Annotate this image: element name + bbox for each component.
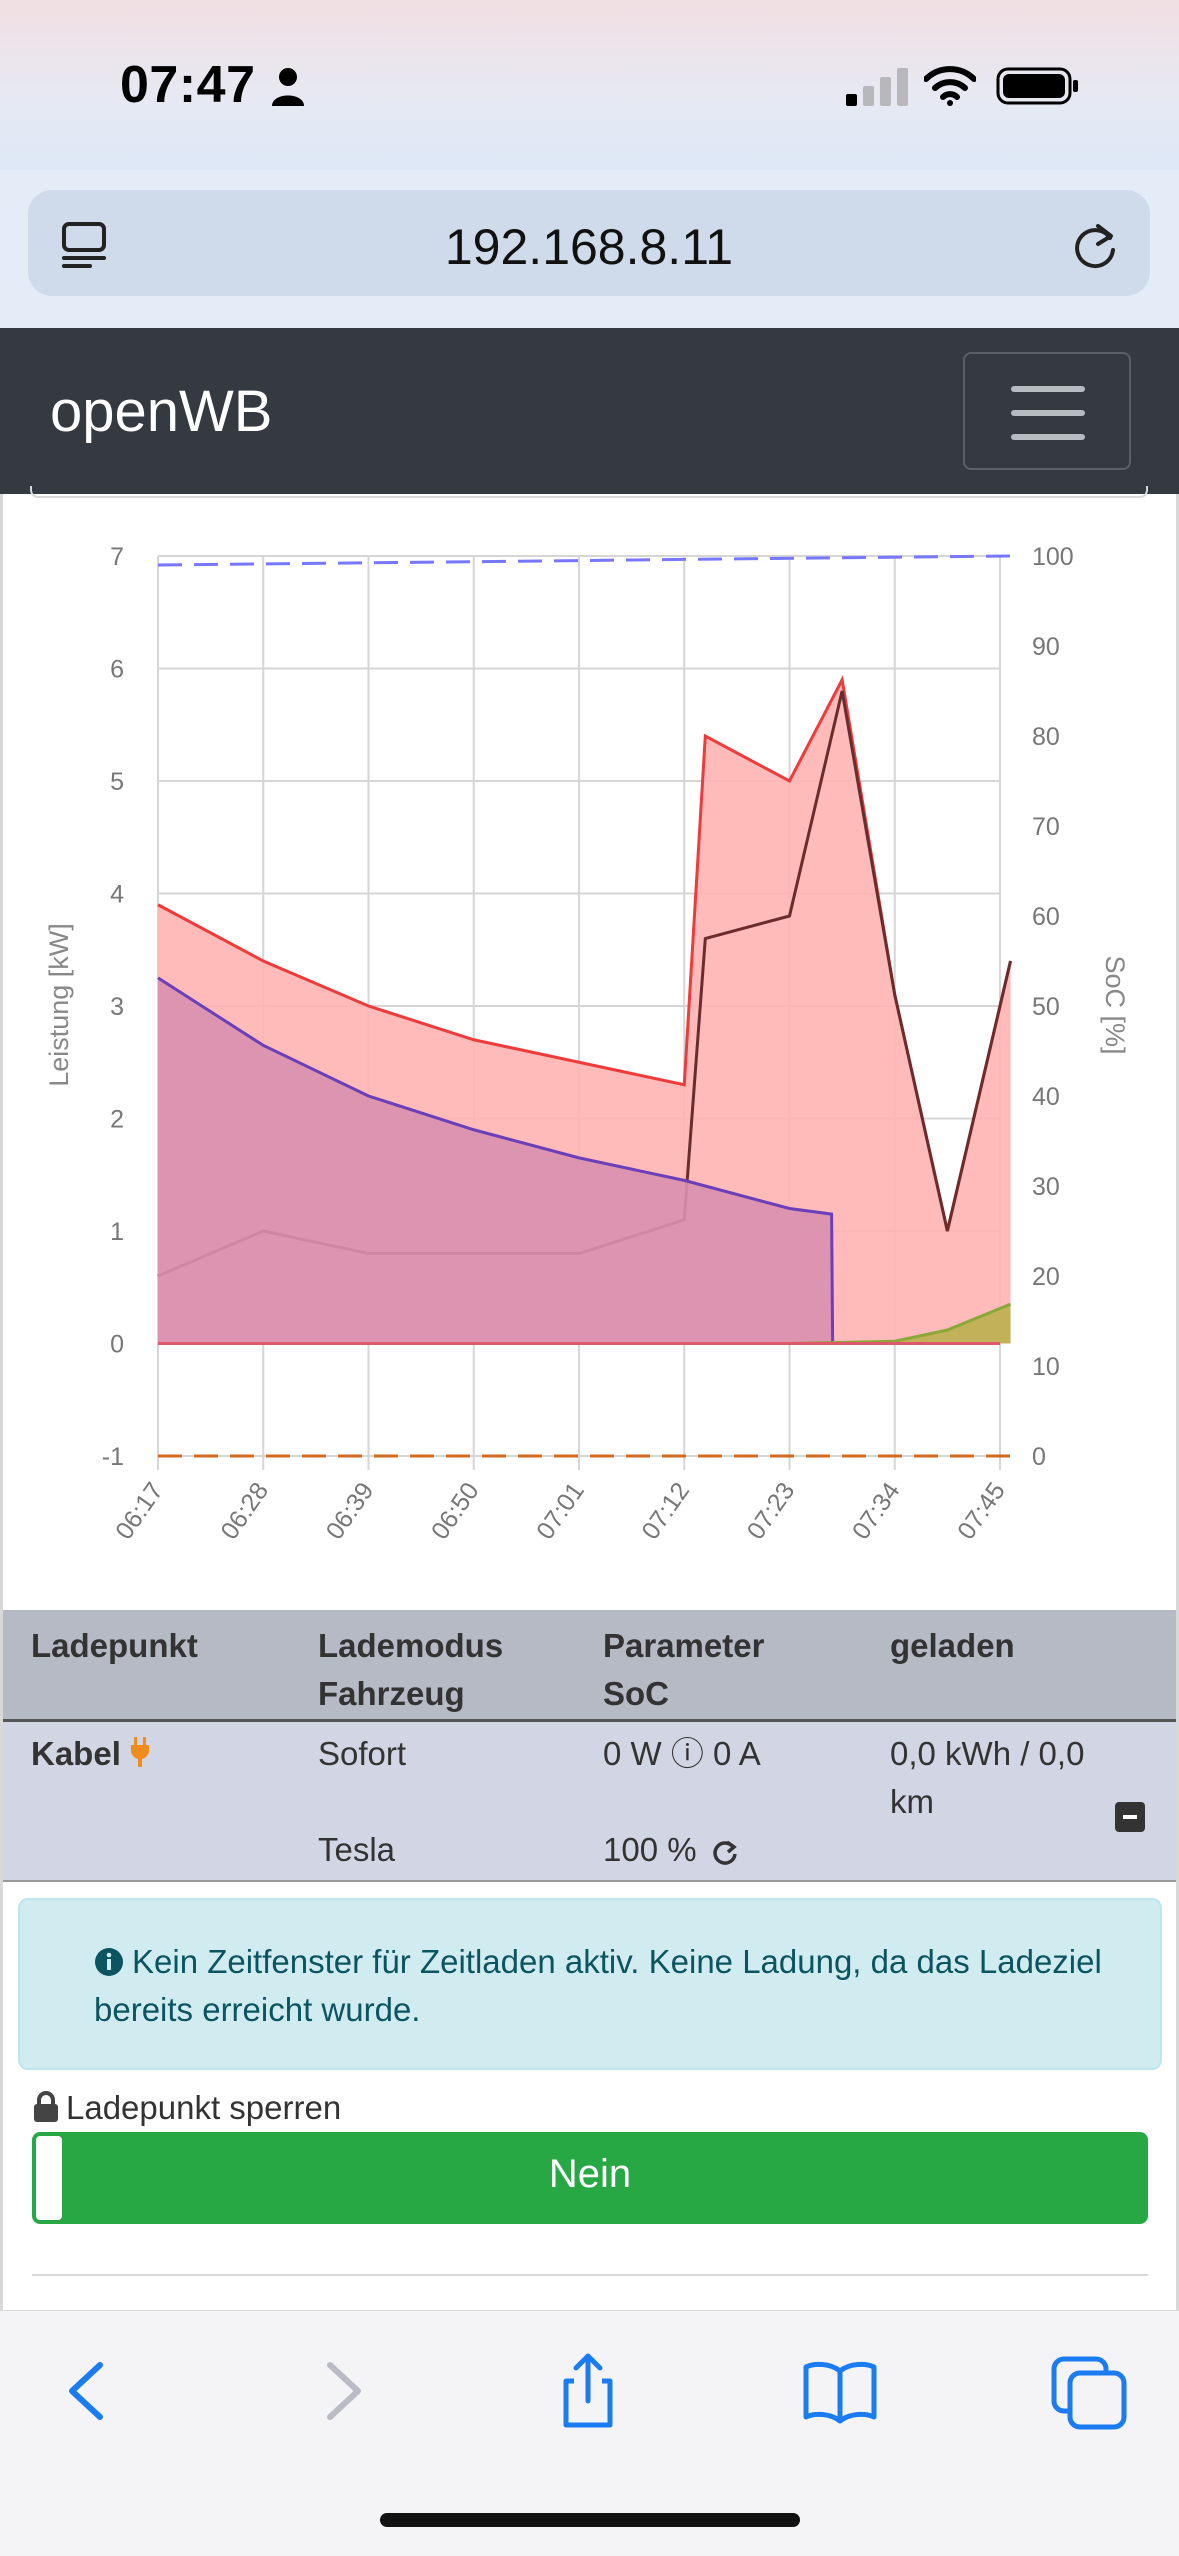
- y-right-tick: 20: [1032, 1263, 1060, 1291]
- y-left-axis-label: Leistung [kW]: [44, 923, 74, 1087]
- series-area-2: [158, 977, 833, 1344]
- y-left-tick: 0: [110, 1331, 124, 1359]
- series-area-3: [789, 1304, 1011, 1344]
- x-tick: 07:34: [847, 1477, 906, 1544]
- x-tick: 06:50: [426, 1477, 485, 1544]
- y-right-tick: 90: [1032, 633, 1060, 661]
- table-header: Ladepunkt Lademodus Fahrzeug Parameter SoC…: [3, 1610, 1176, 1722]
- y-left-tick: 6: [110, 656, 124, 684]
- status-bar: 07:47: [0, 0, 1179, 170]
- lock-label: Ladepunkt sperren: [32, 2084, 341, 2132]
- x-tick: 06:17: [110, 1477, 169, 1544]
- y-right-tick: 70: [1032, 813, 1060, 841]
- share-icon[interactable]: [548, 2351, 628, 2431]
- y-right-tick: 60: [1032, 903, 1060, 931]
- series-line-2: [157, 976, 835, 1344]
- divider: [32, 2274, 1148, 2276]
- refresh-icon[interactable]: [712, 1839, 738, 1865]
- alert-text: Kein Zeitfenster für Zeitladen aktiv. Ke…: [94, 1943, 1102, 2028]
- y-right-tick: 10: [1032, 1353, 1060, 1381]
- y-right-tick: 0: [1032, 1443, 1046, 1471]
- y-right-tick: 30: [1032, 1173, 1060, 1201]
- app-brand[interactable]: openWB: [50, 379, 273, 444]
- info-alert: Kein Zeitfenster für Zeitladen aktiv. Ke…: [18, 1898, 1162, 2070]
- x-tick: 07:01: [531, 1477, 590, 1544]
- geladen-value-line1: 0,0 kWh / 0,0: [890, 1735, 1085, 1772]
- home-indicator: [380, 2513, 800, 2527]
- menu-toggle-button[interactable]: [963, 352, 1131, 470]
- address-bar[interactable]: 192.168.8.11: [28, 190, 1150, 296]
- person-icon: [272, 68, 304, 106]
- fahrzeug-value[interactable]: Tesla: [318, 1831, 396, 1868]
- battery-icon: [996, 67, 1078, 105]
- y-left-ticks: 7 6 5 4 3 2 1 0 -1: [102, 543, 124, 1471]
- lock-toggle[interactable]: Nein: [32, 2132, 1148, 2224]
- y-left-tick: -1: [102, 1443, 124, 1471]
- card-right-edge: [1176, 494, 1179, 2314]
- toggle-knob[interactable]: [34, 2134, 64, 2222]
- card-left-edge: [0, 494, 3, 2314]
- y-right-tick: 80: [1032, 723, 1060, 751]
- reload-icon[interactable]: [1068, 218, 1122, 272]
- wifi-icon: [924, 66, 976, 106]
- lock-icon: [34, 2091, 58, 2122]
- url-text[interactable]: 192.168.8.11: [444, 219, 734, 275]
- y-left-tick: 2: [110, 1106, 124, 1134]
- reader-mode-icon[interactable]: [60, 222, 110, 268]
- chart-series: [157, 554, 1012, 1458]
- x-tick: 07:12: [636, 1477, 695, 1544]
- x-tick: 07:45: [952, 1477, 1011, 1544]
- card-top-edge: [30, 486, 1148, 498]
- x-tick: 06:28: [215, 1477, 274, 1544]
- y-right-tick: 100: [1032, 543, 1074, 571]
- header-parameter: Parameter SoC: [603, 1627, 765, 1712]
- collapse-button[interactable]: [1115, 1802, 1145, 1832]
- y-right-tick: 50: [1032, 993, 1060, 1021]
- cellular-signal-icon: [846, 68, 908, 106]
- y-left-tick: 4: [110, 881, 124, 909]
- info-icon: [95, 1948, 123, 1976]
- x-tick: 06:39: [321, 1477, 380, 1544]
- chargepoint-table: Ladepunkt Lademodus Fahrzeug Parameter SoC…: [3, 1610, 1176, 1882]
- x-tick: 07:23: [742, 1477, 801, 1544]
- parameter-value: 0 W ⓘ 0 A: [603, 1735, 761, 1772]
- forward-icon[interactable]: [302, 2351, 382, 2431]
- y-right-tick: 40: [1032, 1083, 1060, 1111]
- y-left-tick: 1: [110, 1218, 124, 1246]
- x-ticks: 06:17 06:28 06:39 06:50 07:01 07:12 07:23 07:34…: [110, 1477, 1011, 1544]
- tabs-icon[interactable]: [1050, 2351, 1130, 2431]
- hamburger-icon: [1011, 386, 1085, 392]
- app-navbar: openWB: [0, 328, 1179, 494]
- y-right-axis-label: SoC [%]: [1100, 955, 1130, 1054]
- toggle-label: Nein: [548, 2152, 632, 2196]
- back-icon[interactable]: [48, 2351, 128, 2431]
- y-left-tick: 7: [110, 543, 124, 571]
- lademodus-value[interactable]: Sofort: [318, 1735, 407, 1772]
- table-row: Kabel Sofort 0 W ⓘ 0 A 0,0 kWh / 0,0 km …: [3, 1722, 1176, 1882]
- status-time: 07:47: [120, 56, 256, 114]
- header-geladen: geladen: [890, 1627, 1015, 1664]
- plug-icon: [131, 1737, 150, 1767]
- ladepunkt-name[interactable]: Kabel: [31, 1730, 150, 1778]
- header-ladepunkt: Ladepunkt: [31, 1627, 198, 1664]
- geladen-value-line2: km: [890, 1783, 934, 1820]
- bookmarks-icon[interactable]: [800, 2351, 880, 2431]
- y-left-tick: 3: [110, 993, 124, 1021]
- header-lademodus: Lademodus Fahrzeug: [318, 1627, 504, 1712]
- series-line-4: [157, 554, 1011, 567]
- soc-value: 100 %: [603, 1826, 738, 1874]
- y-left-tick: 5: [110, 768, 124, 796]
